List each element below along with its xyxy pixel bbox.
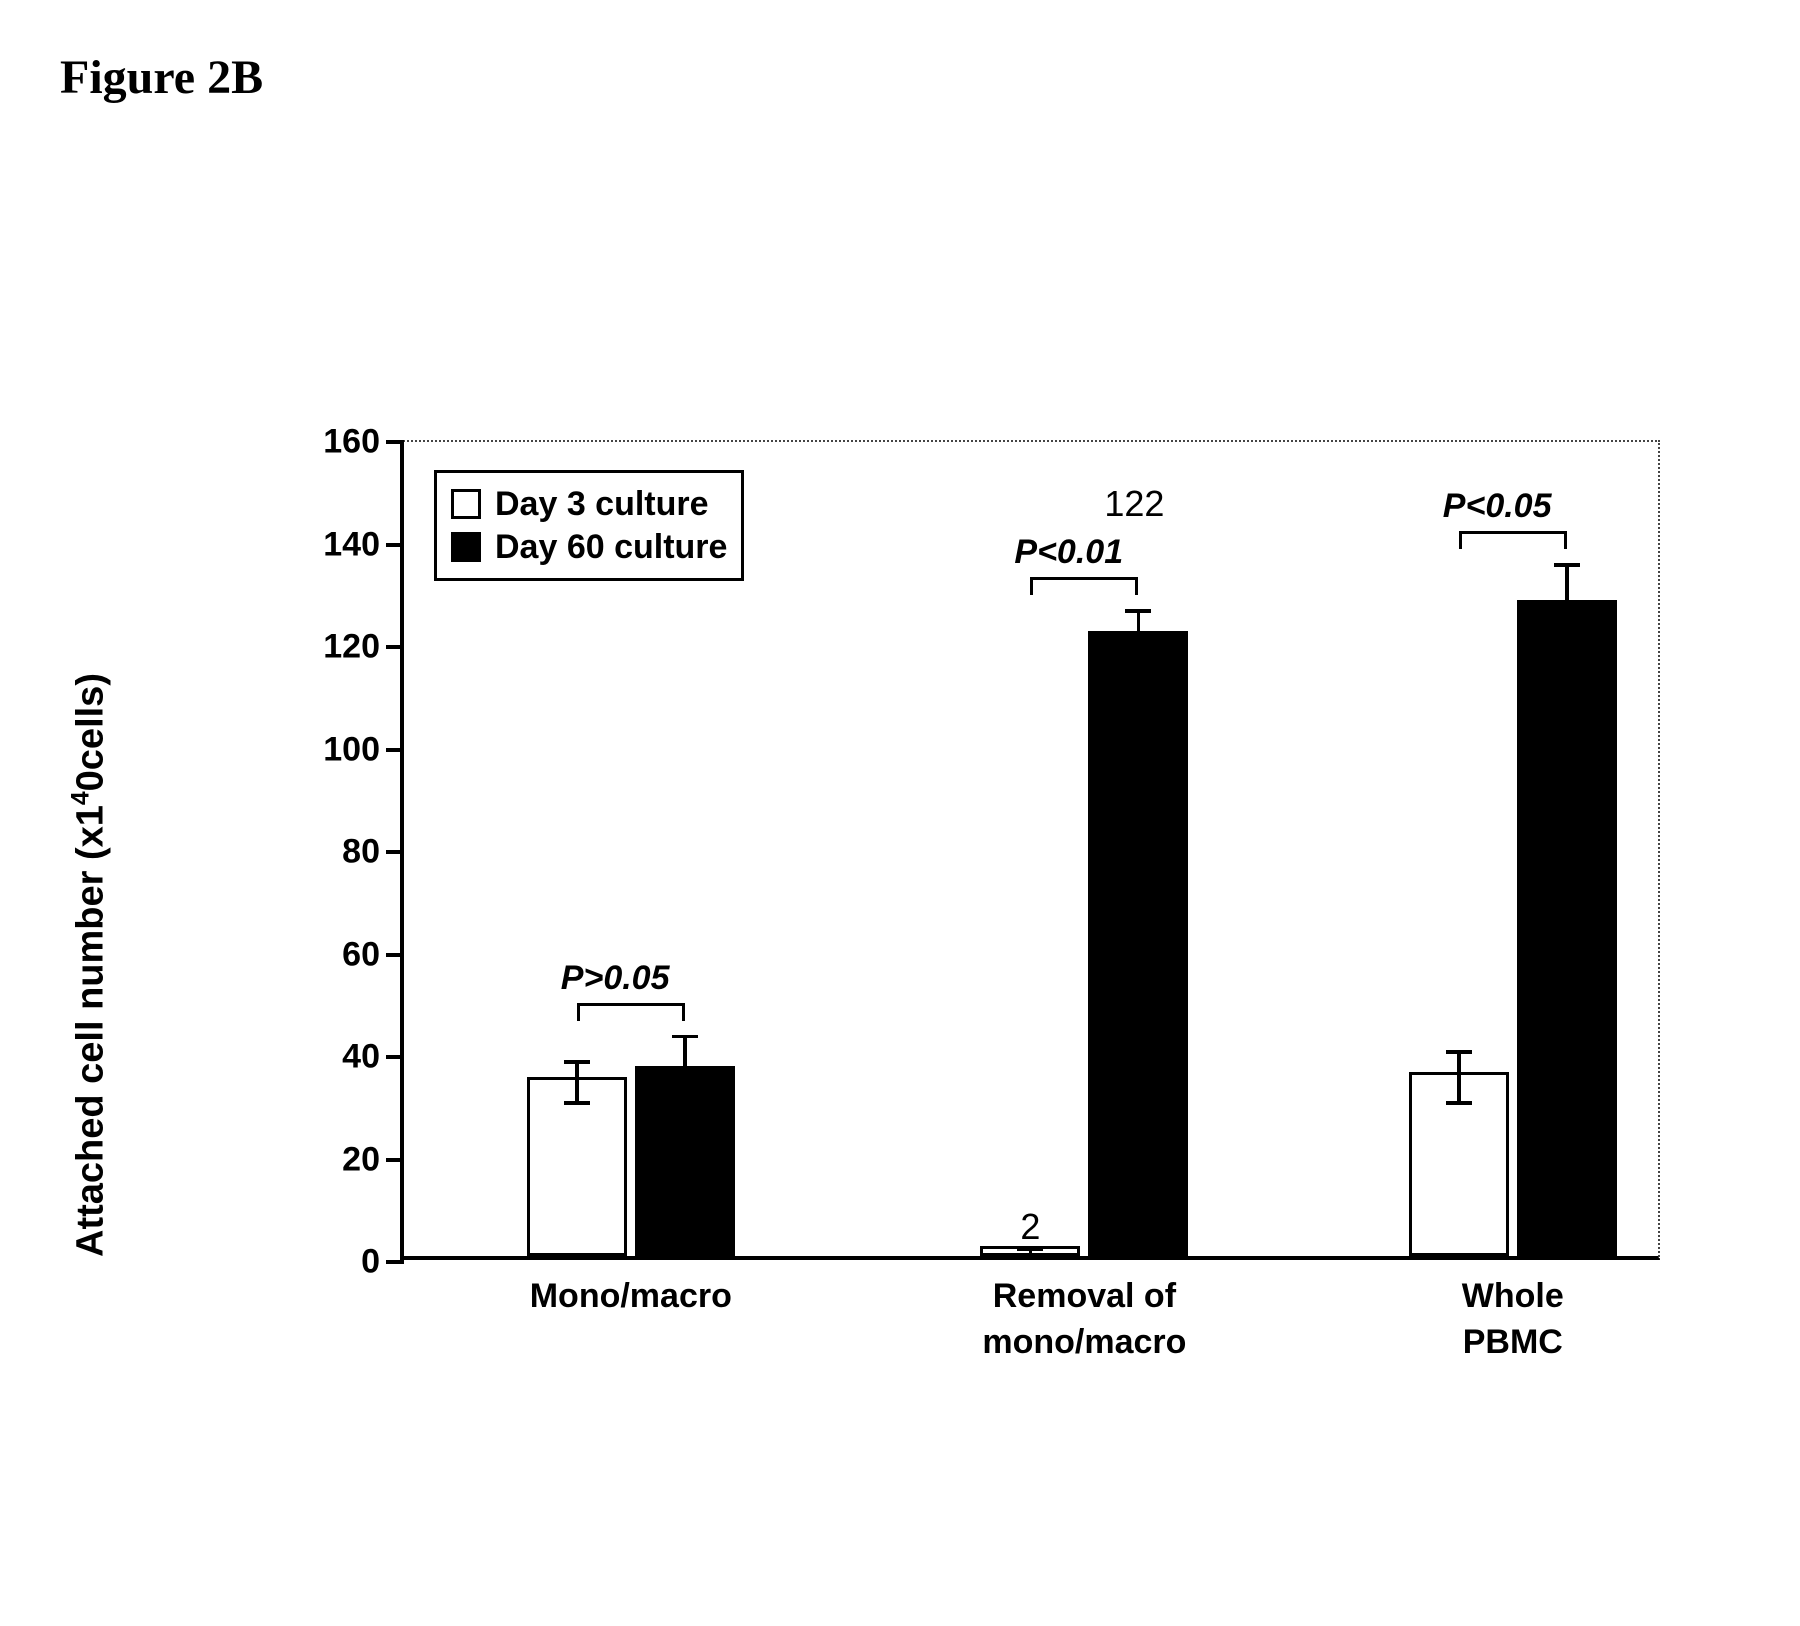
chart: Attached cell number (x140cells) Day 3 c… xyxy=(220,440,1700,1490)
error-cap xyxy=(1446,1101,1472,1105)
x-category-label: Removal of mono/macro xyxy=(884,1274,1284,1366)
error-bar xyxy=(683,1037,687,1109)
y-tick-label: 120 xyxy=(300,628,380,667)
error-cap xyxy=(672,1035,698,1039)
error-cap xyxy=(1125,661,1151,665)
legend-swatch-black xyxy=(451,532,481,562)
y-tick xyxy=(386,1260,404,1264)
error-bar xyxy=(575,1062,579,1103)
error-cap xyxy=(672,1107,698,1111)
y-tick xyxy=(386,645,404,649)
y-tick-label: 140 xyxy=(300,525,380,564)
legend-swatch-white xyxy=(451,489,481,519)
y-tick xyxy=(386,1158,404,1162)
y-tick xyxy=(386,1055,404,1059)
error-cap xyxy=(1017,1247,1043,1251)
p-value-bracket xyxy=(577,1003,685,1021)
p-value-label: P>0.05 xyxy=(561,959,670,998)
y-tick xyxy=(386,748,404,752)
error-cap xyxy=(564,1060,590,1064)
x-category-label: Mono/macro xyxy=(431,1274,831,1320)
y-tick-label: 60 xyxy=(300,935,380,974)
error-cap xyxy=(1554,563,1580,567)
error-cap xyxy=(1554,645,1580,649)
y-tick xyxy=(386,850,404,854)
y-tick-label: 160 xyxy=(300,423,380,462)
y-tick xyxy=(386,543,404,547)
error-bar xyxy=(1565,565,1569,647)
error-bar xyxy=(1457,1052,1461,1103)
p-value-label: P<0.01 xyxy=(1014,533,1123,572)
bar-group xyxy=(1409,442,1617,1256)
p-value-label: P<0.05 xyxy=(1443,487,1552,526)
error-bar xyxy=(1137,611,1141,662)
y-tick-label: 20 xyxy=(300,1140,380,1179)
bar-value-label: 2 xyxy=(1020,1206,1040,1248)
bar-day60 xyxy=(1517,600,1617,1256)
error-cap xyxy=(1017,1253,1043,1257)
y-tick xyxy=(386,953,404,957)
bar-group xyxy=(527,442,735,1256)
plot-area: Day 3 culture Day 60 culture 02040608010… xyxy=(400,440,1660,1260)
p-value-bracket xyxy=(1459,531,1567,549)
figure-title: Figure 2B xyxy=(60,50,263,105)
y-tick-label: 0 xyxy=(300,1243,380,1282)
error-cap xyxy=(1125,609,1151,613)
p-value-bracket xyxy=(1030,577,1138,595)
y-tick-label: 40 xyxy=(300,1038,380,1077)
error-cap xyxy=(564,1101,590,1105)
y-axis-label: Attached cell number (x140cells) xyxy=(68,673,113,1257)
x-category-label: Whole PBMC xyxy=(1313,1274,1713,1366)
y-tick-label: 100 xyxy=(300,730,380,769)
bar-day60 xyxy=(1088,631,1188,1256)
y-tick xyxy=(386,440,404,444)
bar-value-label: 122 xyxy=(1104,483,1164,525)
error-cap xyxy=(1446,1050,1472,1054)
y-tick-label: 80 xyxy=(300,833,380,872)
